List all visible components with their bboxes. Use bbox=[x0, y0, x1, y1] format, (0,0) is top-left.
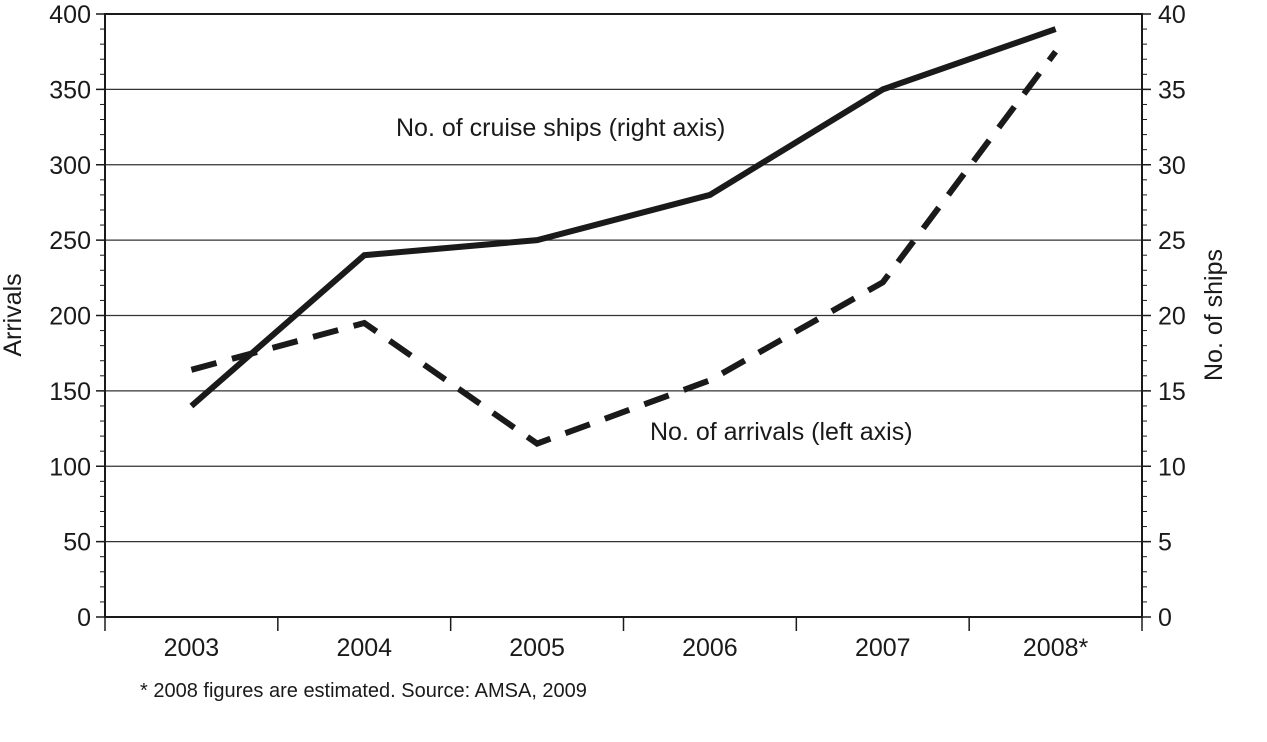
right-tick-label: 15 bbox=[1158, 378, 1186, 406]
left-tick-label: 350 bbox=[49, 76, 91, 104]
x-tick-label: 2003 bbox=[164, 634, 220, 662]
x-tick-label: 2008* bbox=[1023, 634, 1089, 662]
right-axis-tick-labels: 0 5 10 15 20 25 30 35 40 bbox=[1158, 1, 1186, 632]
series-line-arrivals bbox=[190, 49, 1059, 447]
x-tick-label: 2005 bbox=[509, 634, 565, 662]
left-tick-label: 100 bbox=[49, 453, 91, 481]
major-ticks bbox=[96, 13, 1151, 631]
x-tick-label: 2007 bbox=[855, 634, 911, 662]
annotation-arrivals: No. of arrivals (left axis) bbox=[650, 418, 913, 446]
right-tick-label: 30 bbox=[1158, 152, 1186, 180]
right-tick-label: 20 bbox=[1158, 303, 1186, 331]
left-tick-label: 150 bbox=[49, 378, 91, 406]
annotation-cruise-ships: No. of cruise ships (right axis) bbox=[396, 114, 725, 142]
right-tick-label: 25 bbox=[1158, 227, 1186, 255]
right-tick-label: 10 bbox=[1158, 453, 1186, 481]
x-tick-label: 2006 bbox=[682, 634, 738, 662]
left-axis-tick-labels: 0 50 100 150 200 250 300 350 400 bbox=[49, 1, 91, 632]
left-tick-label: 50 bbox=[63, 529, 91, 557]
left-tick-label: 200 bbox=[49, 303, 91, 331]
right-tick-label: 5 bbox=[1158, 529, 1172, 557]
left-tick-label: 300 bbox=[49, 152, 91, 180]
gridlines bbox=[105, 88, 1142, 543]
left-tick-label: 0 bbox=[77, 604, 91, 632]
left-tick-label: 250 bbox=[49, 227, 91, 255]
plot-frame bbox=[104, 13, 1143, 618]
right-tick-label: 0 bbox=[1158, 604, 1172, 632]
left-tick-label: 400 bbox=[49, 1, 91, 29]
x-axis-tick-labels: 2003 2004 2005 2006 2007 2008* bbox=[164, 634, 1089, 662]
left-axis-title: Arrivals bbox=[0, 273, 27, 356]
right-tick-label: 35 bbox=[1158, 76, 1186, 104]
right-axis-title: No. of ships bbox=[1200, 249, 1228, 381]
footnote: * 2008 figures are estimated. Source: AM… bbox=[140, 680, 587, 702]
x-tick-label: 2004 bbox=[336, 634, 392, 662]
series-lines bbox=[189, 26, 1059, 447]
right-tick-label: 40 bbox=[1158, 1, 1186, 29]
series-line-cruise-ships bbox=[189, 26, 1057, 409]
